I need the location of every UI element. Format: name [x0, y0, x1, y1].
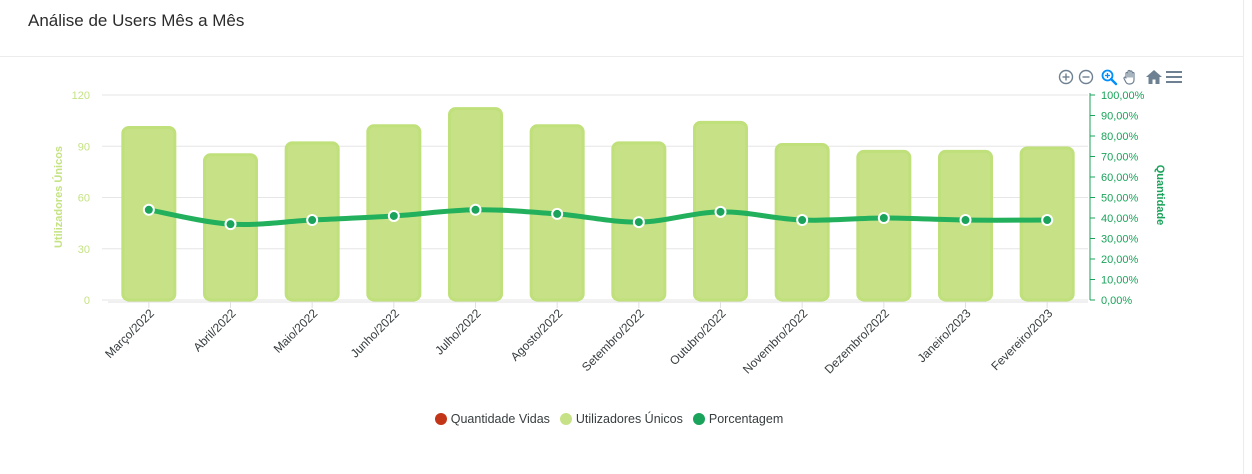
legend-label-quantidade-vidas: Quantidade Vidas — [450, 412, 550, 426]
y-right-tick-label: 100,00% — [1101, 90, 1145, 102]
legend-marker-porcentagem — [692, 413, 705, 425]
x-tick-label: Outubro/2022 — [667, 306, 729, 368]
x-tick-label: Setembro/2022 — [579, 306, 647, 374]
y-left-tick-label: 90 — [78, 141, 90, 153]
point-porcentagem — [306, 214, 319, 227]
point-porcentagem — [796, 214, 809, 227]
point-porcentagem — [714, 205, 727, 218]
x-tick-label: Novembro/2022 — [740, 306, 811, 377]
x-tick-label: Fevereiro/2023 — [988, 306, 1055, 373]
y-right-tick-label: 80,00% — [1101, 131, 1139, 143]
legend-label-porcentagem: Porcentagem — [708, 412, 784, 426]
chart-legend: Quantidade Vidas Utilizadores Únicos Por… — [0, 412, 1218, 426]
legend-item-quantidade-vidas[interactable]: Quantidade Vidas — [434, 412, 550, 426]
y-right-tick-label: 60,00% — [1101, 172, 1139, 184]
pan-hand-icon[interactable] — [1121, 68, 1139, 86]
y-left-tick-label: 60 — [78, 193, 90, 205]
y-right-tick-label: 20,00% — [1101, 254, 1139, 266]
y-right-axis-title: Quantidade — [1154, 165, 1166, 226]
x-tick-label: Julho/2022 — [432, 306, 484, 358]
line-porcentagem — [146, 207, 1050, 228]
y-right-tick-label: 50,00% — [1101, 193, 1139, 205]
card-header: Análise de Users Mês a Mês — [0, 0, 1243, 57]
point-porcentagem — [224, 218, 237, 231]
y-right-tick-label: 30,00% — [1101, 234, 1139, 246]
x-tick-label: Dezembro/2022 — [822, 306, 893, 377]
x-tick-label: Agosto/2022 — [508, 306, 566, 364]
point-porcentagem — [1041, 214, 1054, 227]
y-left-axis-title: Utilizadores Únicos — [52, 146, 65, 248]
legend-marker-utilizadores-unicos — [559, 413, 572, 425]
zoom-in-icon[interactable] — [1057, 68, 1075, 86]
point-porcentagem — [142, 203, 155, 216]
point-porcentagem — [959, 214, 972, 227]
y-right-tick-label: 0,00% — [1101, 295, 1132, 307]
menu-icon[interactable] — [1165, 68, 1183, 86]
x-tick-label: Junho/2022 — [348, 306, 402, 360]
point-porcentagem — [469, 203, 482, 216]
reset-home-icon[interactable] — [1145, 68, 1163, 86]
y-right-tick-label: 40,00% — [1101, 213, 1139, 225]
point-porcentagem — [877, 212, 890, 224]
y-left-tick-label: 120 — [72, 90, 90, 102]
point-porcentagem — [632, 216, 645, 229]
page-title: Análise de Users Mês a Mês — [28, 11, 245, 30]
legend-item-utilizadores-unicos[interactable]: Utilizadores Únicos — [559, 412, 683, 426]
y-right-tick-label: 70,00% — [1101, 152, 1139, 164]
selection-zoom-icon[interactable] — [1100, 68, 1118, 86]
x-tick-label: Maio/2022 — [271, 306, 321, 356]
point-porcentagem — [387, 209, 400, 222]
x-tick-label: Março/2022 — [102, 306, 157, 361]
y-right-tick-label: 90,00% — [1101, 111, 1139, 123]
zoom-out-icon[interactable] — [1077, 68, 1095, 86]
y-left-tick-label: 0 — [84, 295, 90, 307]
y-right-tick-label: 10,00% — [1101, 275, 1139, 287]
y-left-tick-label: 30 — [78, 244, 90, 256]
legend-label-utilizadores-unicos: Utilizadores Únicos — [575, 412, 683, 426]
x-tick-label: Janeiro/2023 — [915, 306, 974, 365]
x-tick-label: Abril/2022 — [191, 306, 239, 354]
point-porcentagem — [551, 207, 564, 220]
legend-item-porcentagem[interactable]: Porcentagem — [692, 412, 784, 426]
bar-utilizadores-unicos — [856, 149, 912, 302]
legend-marker-quantidade-vidas — [434, 413, 447, 425]
